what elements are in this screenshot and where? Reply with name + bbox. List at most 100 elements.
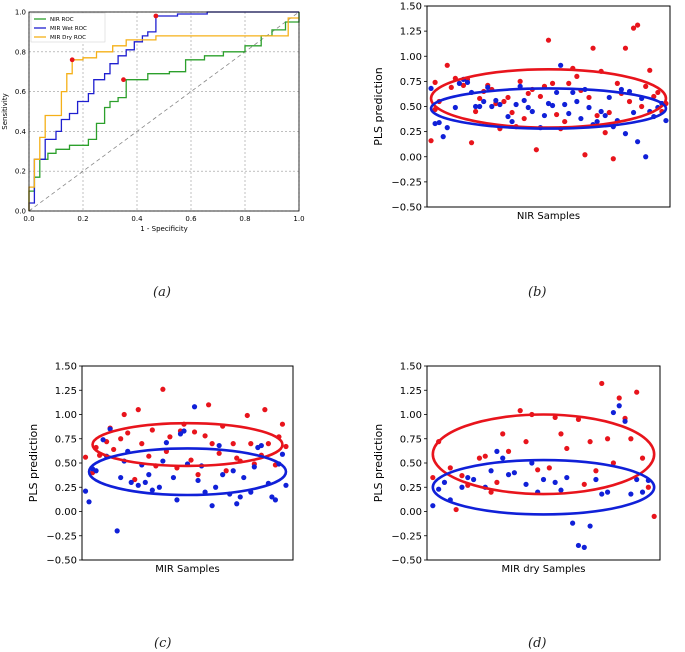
data-point-red <box>447 465 453 471</box>
data-point-red <box>574 73 580 79</box>
y-tick-label: 0.0 <box>15 208 26 216</box>
y-tick-label: −0.50 <box>391 203 422 214</box>
legend-entry: MIR Wet ROC <box>50 26 87 32</box>
y-tick-label: 1.00 <box>55 410 77 421</box>
data-point-blue <box>181 428 187 434</box>
chart-c: −0.50 −0.25 0.00 0.25 0.50 0.75 1.00 1.25 1.50 MI… <box>27 362 294 575</box>
data-point-red <box>651 513 657 519</box>
data-point-red <box>459 473 465 479</box>
axes-frame <box>28 11 300 212</box>
data-point-red <box>523 439 529 445</box>
data-point-blue <box>513 101 519 108</box>
data-point-red <box>537 93 544 100</box>
x-tick-label: 0.6 <box>185 215 197 223</box>
data-point-red <box>651 93 657 100</box>
y-tick-label: 1.25 <box>400 27 422 38</box>
data-point-red <box>643 83 649 89</box>
y-tick-label: −0.50 <box>391 556 422 567</box>
data-point-red <box>262 407 268 413</box>
data-point-red <box>566 80 572 86</box>
y-tick-label: 1.0 <box>15 9 26 17</box>
chart-b: −0.50 −0.25 0.00 0.25 0.50 0.75 1.00 1.25 1.50 NI… <box>372 2 671 222</box>
data-point-red <box>234 455 240 461</box>
data-point-blue <box>529 460 535 466</box>
data-point-red <box>500 431 506 437</box>
axes-frame <box>426 5 671 208</box>
data-point-blue <box>529 108 535 115</box>
y-tick-label: 0.50 <box>400 102 422 113</box>
data-point-red <box>639 103 645 110</box>
caption-d: (d) <box>528 636 547 651</box>
data-point-red <box>582 152 588 158</box>
data-point-red <box>602 130 608 136</box>
data-point-blue <box>564 474 570 481</box>
y-tick-label: 1.25 <box>55 386 77 397</box>
y-axis-label: PLS prediction <box>27 424 40 502</box>
y-tick-label: −0.25 <box>391 531 422 542</box>
data-point-blue <box>272 497 279 503</box>
data-point-red <box>216 450 222 456</box>
data-point-blue <box>604 489 611 495</box>
y-tick-label: −0.50 <box>46 556 77 567</box>
data-point-blue <box>452 104 458 111</box>
data-point-red <box>202 433 208 439</box>
data-point-red <box>525 90 531 97</box>
data-point-blue <box>488 468 494 474</box>
data-point-red <box>135 407 141 413</box>
data-point-red <box>554 111 560 118</box>
data-point-blue <box>622 418 628 424</box>
data-point-red <box>195 472 201 478</box>
y-tick-label: 0.75 <box>400 77 422 88</box>
data-point-red <box>635 22 641 28</box>
data-point-blue <box>663 117 669 124</box>
data-point-blue <box>86 499 92 505</box>
data-point-blue <box>191 404 198 410</box>
data-point-red <box>626 98 633 105</box>
data-point-red <box>167 434 173 440</box>
y-tick-label: 1.50 <box>400 2 422 13</box>
data-point-red <box>476 455 483 461</box>
data-point-blue <box>485 84 491 91</box>
y-tick-label: 0.4 <box>15 128 27 136</box>
data-point-red <box>533 147 539 153</box>
y-axis-label: PLS prediction <box>372 67 385 145</box>
data-point-red <box>599 380 605 387</box>
data-point-red <box>209 441 215 447</box>
data-point-blue <box>241 474 247 481</box>
data-point-blue <box>471 476 477 483</box>
data-point-blue <box>432 120 438 127</box>
data-point-red <box>453 506 459 513</box>
data-point-blue <box>493 97 499 104</box>
y-tick-label: 0.25 <box>400 127 422 138</box>
data-point-red <box>517 78 523 84</box>
data-point-blue <box>541 112 548 119</box>
x-tick-label: 0.0 <box>23 215 34 223</box>
data-point-red <box>610 460 617 466</box>
caption-b: (b) <box>528 285 547 300</box>
data-point-blue <box>622 131 629 137</box>
data-point-red <box>494 479 500 485</box>
data-point-red <box>188 457 194 463</box>
data-point-blue <box>428 85 434 92</box>
data-point-blue <box>558 62 564 68</box>
data-point-blue <box>114 528 120 534</box>
y-tick-label: 0.25 <box>55 483 77 494</box>
data-point-blue <box>521 97 527 104</box>
x-tick-label: 0.4 <box>131 215 143 223</box>
data-point-blue <box>82 488 89 494</box>
data-point-blue <box>456 80 462 86</box>
data-point-red <box>121 411 127 418</box>
data-point-red <box>558 431 564 437</box>
y-tick-label: 0.6 <box>15 88 27 96</box>
data-point-blue <box>93 468 99 474</box>
data-point-red <box>206 402 212 408</box>
data-point-red <box>628 436 634 442</box>
data-point-blue <box>570 520 576 526</box>
legend-entry: MIR Dry ROC <box>50 35 86 41</box>
data-point-blue <box>554 89 560 96</box>
data-point-blue <box>128 479 134 485</box>
data-point-red <box>477 95 483 102</box>
data-point-blue <box>430 503 436 509</box>
data-point-red <box>521 115 527 122</box>
series-line-nir-roc <box>28 12 300 211</box>
